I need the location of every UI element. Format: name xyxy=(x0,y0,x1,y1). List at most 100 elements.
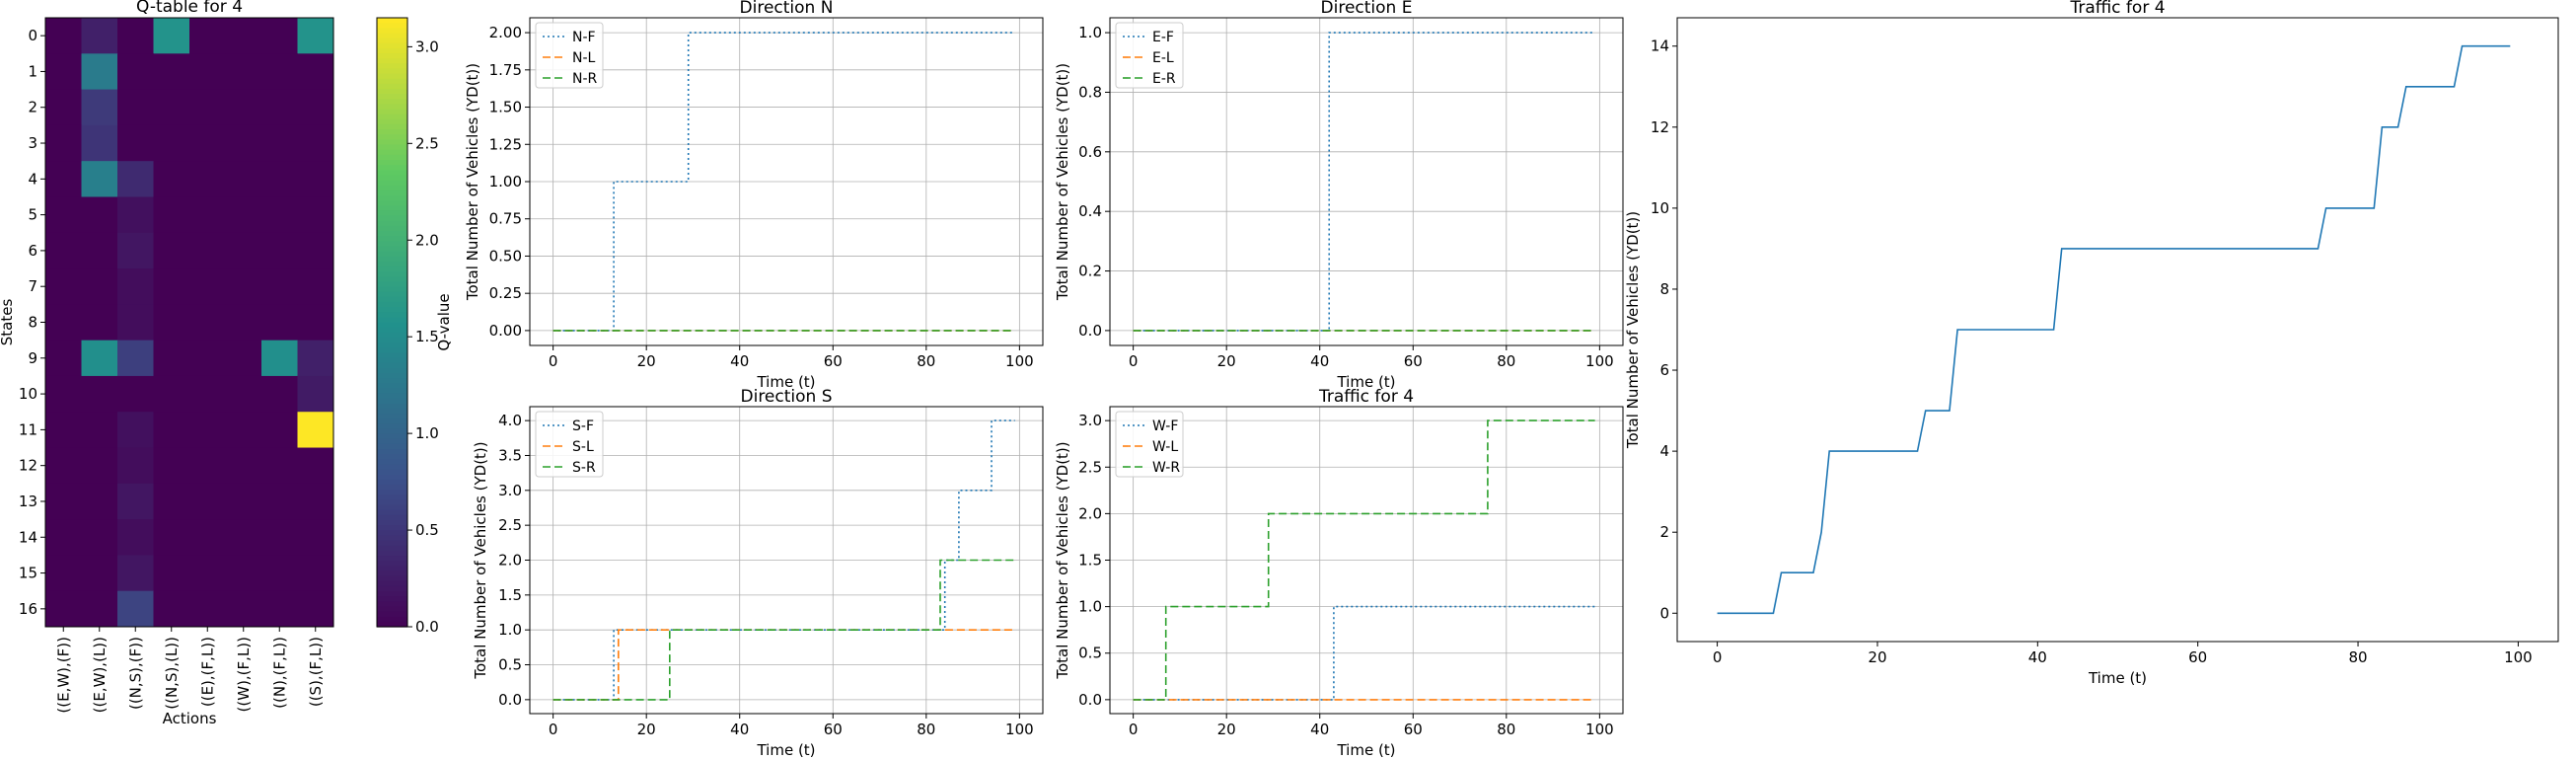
x-tick-label: 60 xyxy=(2188,648,2207,666)
heatmap-cell xyxy=(225,161,262,197)
x-tick-label: 40 xyxy=(2028,648,2047,666)
heatmap-cell xyxy=(225,53,262,91)
y-axis-label: Total Number of Vehicles (YD(t)) xyxy=(472,441,489,679)
heatmap-cell xyxy=(261,340,298,377)
y-tick-label: 10 xyxy=(19,385,37,403)
legend-label: S-R xyxy=(572,460,596,476)
x-tick-label: ((E,W),(L)) xyxy=(91,637,109,713)
colorbar-segment xyxy=(377,499,407,506)
colorbar-segment xyxy=(377,33,407,39)
y-tick-label: 1.25 xyxy=(489,135,522,153)
heatmap-cell xyxy=(189,18,226,54)
x-tick-label: 0 xyxy=(1129,721,1139,738)
y-tick-label: 0 xyxy=(1659,604,1669,622)
x-tick-label: 60 xyxy=(1404,352,1423,370)
chart-title: Direction S xyxy=(741,387,833,407)
heatmap-cell xyxy=(153,519,190,556)
colorbar-segment xyxy=(377,550,407,557)
x-tick-label: 20 xyxy=(1217,721,1236,738)
colorbar-segment xyxy=(377,393,407,400)
legend: E-F E-L E-R xyxy=(1115,22,1184,89)
heatmap-cell xyxy=(45,196,82,234)
x-tick-label: 60 xyxy=(1404,721,1423,738)
x-tick-label: ((W),(F,L)) xyxy=(235,637,253,712)
y-tick-label: 1.0 xyxy=(1078,598,1102,616)
colorbar-segment xyxy=(377,383,407,389)
x-tick-label: 80 xyxy=(917,352,935,370)
x-tick-label: ((N,S),(F)) xyxy=(126,637,144,710)
heatmap-cell xyxy=(297,447,334,485)
y-tick-label: 0.5 xyxy=(1078,645,1102,662)
heatmap-cell xyxy=(261,124,298,162)
colorbar-segment xyxy=(377,591,407,597)
heatmap-cell xyxy=(225,268,262,305)
heatmap-cell xyxy=(261,89,298,126)
legend-label: W-F xyxy=(1152,418,1178,434)
heatmap-cell xyxy=(45,375,82,413)
colorbar-segment xyxy=(377,367,407,374)
heatmap-cell xyxy=(225,412,262,449)
colorbar-segment xyxy=(377,42,407,49)
heatmap-cell xyxy=(225,375,262,413)
x-tick-label: 60 xyxy=(824,352,843,370)
colorbar-segment xyxy=(377,332,407,339)
colorbar-segment xyxy=(377,78,407,85)
colorbar-segment xyxy=(377,256,407,263)
y-tick-label: 9 xyxy=(28,349,37,367)
heatmap-cell xyxy=(45,590,82,628)
heatmap-cell xyxy=(261,161,298,197)
colorbar-segment xyxy=(377,403,407,410)
x-tick-label: 20 xyxy=(637,352,656,370)
colorbar-segment xyxy=(377,185,407,191)
heatmap-cell xyxy=(261,304,298,342)
heatmap-cell xyxy=(297,590,334,628)
colorbar-segment xyxy=(377,601,407,608)
x-tick-label: 80 xyxy=(2348,648,2367,666)
colorbar-tick-label: 2.5 xyxy=(415,134,439,152)
x-tick-label: 0 xyxy=(1713,648,1723,666)
heatmap-cell xyxy=(45,519,82,556)
x-tick-label: ((E),(F,L)) xyxy=(198,637,216,707)
colorbar-segment xyxy=(377,398,407,405)
heatmap-cell xyxy=(261,519,298,556)
x-tick-label: 20 xyxy=(1217,352,1236,370)
x-tick-label: 80 xyxy=(1497,721,1515,738)
colorbar-segment xyxy=(377,525,407,531)
heatmap-cell xyxy=(189,196,226,234)
heatmap-cell xyxy=(117,375,154,413)
heatmap-cell xyxy=(45,340,82,377)
legend-label: N-F xyxy=(572,30,596,45)
heatmap-cell xyxy=(225,447,262,485)
colorbar-segment xyxy=(377,428,407,435)
colorbar-segment xyxy=(377,433,407,440)
colorbar-segment xyxy=(377,423,407,430)
colorbar-tick-label: 1.0 xyxy=(415,424,439,442)
heatmap-cell xyxy=(189,53,226,91)
y-tick-label: 0 xyxy=(28,27,37,44)
legend-label: S-L xyxy=(572,439,594,455)
y-tick-label: 1.50 xyxy=(489,99,522,116)
heatmap-cell xyxy=(81,53,118,91)
legend-box xyxy=(535,411,604,478)
heatmap-cell xyxy=(153,447,190,485)
x-tick-label: 0 xyxy=(549,352,558,370)
plot-area xyxy=(1677,18,2558,642)
heatmap-cell xyxy=(225,340,262,377)
colorbar-segment xyxy=(377,566,407,572)
legend: W-F W-L W-R xyxy=(1115,411,1184,478)
colorbar-segment xyxy=(377,621,407,628)
heatmap-cell xyxy=(153,555,190,592)
y-axis-label: Total Number of Vehicles (YD(t)) xyxy=(1054,441,1071,679)
y-tick-label: 4 xyxy=(28,170,37,188)
heatmap-cell xyxy=(189,555,226,592)
heatmap-cell xyxy=(117,232,154,269)
heatmap-cell xyxy=(225,232,262,269)
heatmap-cell xyxy=(45,124,82,162)
x-axis-label: Time (t) xyxy=(756,741,815,759)
heatmap-cell xyxy=(45,161,82,197)
colorbar-segment xyxy=(377,469,407,476)
heatmap-cell xyxy=(189,89,226,126)
heatmap-cell xyxy=(297,161,334,197)
y-tick-label: 2 xyxy=(28,99,37,116)
colorbar-segment xyxy=(377,261,407,267)
